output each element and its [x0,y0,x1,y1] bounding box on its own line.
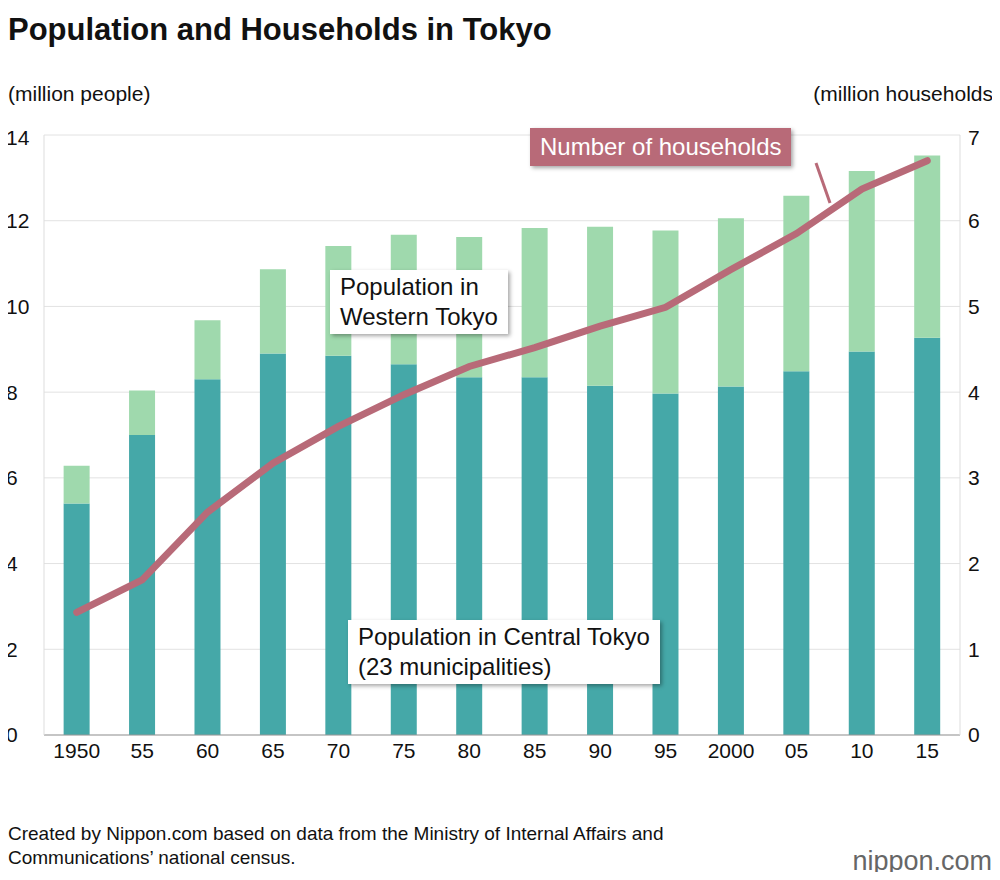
svg-text:80: 80 [458,739,481,762]
svg-text:3: 3 [968,466,980,489]
svg-text:10: 10 [850,739,873,762]
html-text:(million people): (million people) [8,82,151,105]
svg-text:75: 75 [392,739,415,762]
html-text:Created by Nippon.com based on: Created by Nippon.com based on data from… [8,823,664,868]
svg-text:85: 85 [523,739,546,762]
html-text:(million households): (million households) [813,82,1000,105]
svg-text:0: 0 [968,723,980,746]
html-text:Population and Households in T: Population and Households in Tokyo [8,12,552,47]
svg-text:90: 90 [588,739,611,762]
svg-text:15: 15 [916,739,939,762]
html-text:Population in Western Tokyo: Population in Western Tokyo [340,273,498,330]
svg-text:55: 55 [130,739,153,762]
svg-text:10: 10 [8,295,29,318]
svg-text:8: 8 [8,381,18,404]
svg-text:1: 1 [968,638,980,661]
svg-text:70: 70 [327,739,350,762]
svg-text:65: 65 [261,739,284,762]
svg-text:12: 12 [8,209,29,232]
svg-text:2: 2 [968,552,980,575]
svg-text:14: 14 [8,126,30,149]
svg-text:7: 7 [968,126,980,149]
svg-text:6: 6 [8,466,18,489]
svg-text:4: 4 [8,552,18,575]
svg-text:5: 5 [968,295,980,318]
html-text:nippon.com: nippon.com [852,846,992,876]
svg-text:2000: 2000 [708,739,755,762]
html-text:Number of households: Number of households [540,133,782,160]
svg-text:6: 6 [968,209,980,232]
svg-text:95: 95 [654,739,677,762]
svg-text:60: 60 [196,739,219,762]
svg-text:4: 4 [968,381,980,404]
svg-text:05: 05 [785,739,808,762]
html-text:Population in Central Tokyo (2: Population in Central Tokyo (23 municipa… [358,623,650,680]
svg-text:2: 2 [8,638,18,661]
svg-text:1950: 1950 [53,739,100,762]
svg-text:0: 0 [8,723,18,746]
